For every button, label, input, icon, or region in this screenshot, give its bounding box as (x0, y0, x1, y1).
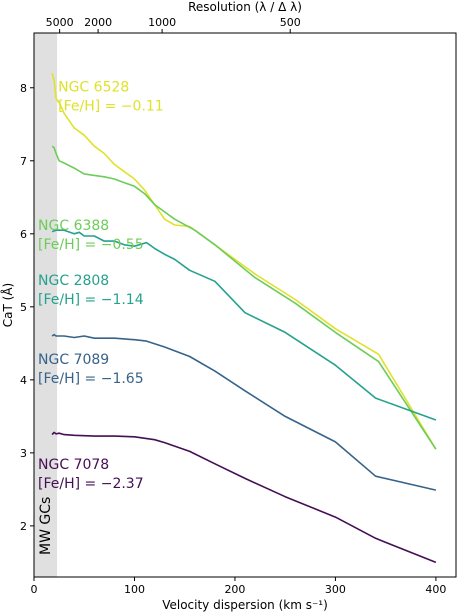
series-feh-0: [Fe/H] = −0.11 (58, 98, 164, 114)
series-feh-2: [Fe/H] = −1.14 (38, 292, 144, 308)
series-line-0 (51, 72, 437, 450)
series-name-4: NGC 7078 (38, 457, 109, 473)
series-line-1 (51, 145, 437, 450)
series-line-4 (51, 431, 437, 564)
series-feh-1: [Fe/H] = −0.55 (38, 237, 144, 253)
x-tick-label: 400 (425, 583, 446, 596)
y-axis-title: CaT (Å) (0, 283, 15, 327)
x-tick-label: 300 (325, 583, 346, 596)
x-axis-title: Velocity dispersion (km s⁻¹) (162, 598, 328, 612)
series-name-0: NGC 6528 (58, 79, 129, 95)
y-tick-label: 5 (20, 301, 27, 314)
top-tick-label: 5000 (46, 16, 74, 29)
mw-gc-shaded-region: MW GCs (34, 33, 58, 577)
x-tick-label: 200 (224, 583, 245, 596)
x-tick-label: 100 (124, 583, 145, 596)
series-labels: NGC 6528 [Fe/H] = −0.11 NGC 6388 [Fe/H] = −… (38, 79, 164, 492)
series-feh-4: [Fe/H] = −2.37 (38, 476, 144, 492)
series-lines (51, 72, 437, 564)
shaded-region-label: MW GCs (38, 497, 54, 555)
shaded-region-rect (34, 33, 58, 577)
y-tick-label: 3 (20, 447, 27, 460)
top-tick-label: 2000 (84, 16, 112, 29)
series-name-1: NGC 6388 (38, 218, 109, 234)
top-tick-label: 1000 (148, 16, 176, 29)
y-tick-label: 7 (20, 155, 27, 168)
series-line-3 (51, 333, 437, 491)
y-tick-label: 4 (20, 374, 27, 387)
plot-frame (33, 32, 457, 578)
top-tick-label: 500 (280, 16, 301, 29)
series-feh-3: [Fe/H] = −1.65 (38, 371, 144, 387)
x-tick-label: 0 (31, 583, 38, 596)
y-tick-label: 6 (20, 228, 27, 241)
series-name-2: NGC 2808 (38, 273, 109, 289)
top-axis-title: Resolution (λ / Δ λ) (188, 0, 302, 14)
y-tick-label: 8 (20, 82, 27, 95)
series-name-3: NGC 7089 (38, 352, 109, 368)
series-line-2 (51, 229, 437, 421)
y-tick-label: 2 (20, 520, 27, 533)
axis-ticks: 0 100 200 300 400 2 3 4 5 6 7 8 5000 2000 1000 500 (20, 16, 446, 596)
